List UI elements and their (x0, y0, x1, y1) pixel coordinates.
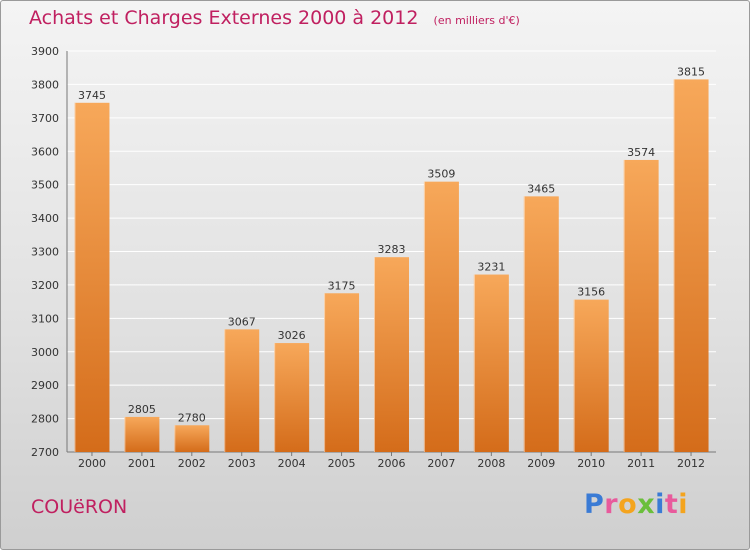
y-tick-label: 3000 (31, 346, 59, 359)
bar-highlight (374, 257, 375, 452)
logo-letter: o (618, 489, 638, 520)
y-tick-label: 2700 (31, 446, 59, 459)
x-tick-label: 2003 (228, 457, 256, 470)
value-label: 3815 (677, 65, 705, 78)
x-tick-label: 2000 (78, 457, 106, 470)
x-tick-label: 2005 (328, 457, 356, 470)
logo-letter: P (584, 489, 605, 520)
value-label: 2805 (128, 403, 156, 416)
bar-highlight (174, 425, 176, 452)
bar-highlight (324, 293, 326, 452)
value-label: 2780 (178, 411, 206, 424)
commune-name: COUëRON (31, 496, 128, 518)
bar (224, 329, 260, 452)
x-tick-label: 2012 (677, 457, 705, 470)
y-tick-label: 3400 (31, 212, 59, 225)
y-tick-label: 3600 (31, 145, 59, 158)
bar (324, 293, 360, 452)
value-label: 3574 (627, 146, 655, 159)
x-tick-label: 2007 (427, 457, 455, 470)
y-tick-label: 2900 (31, 379, 59, 392)
value-label: 3465 (527, 182, 555, 195)
value-label: 3745 (78, 89, 106, 102)
value-label: 3175 (328, 279, 356, 292)
bars (74, 79, 709, 452)
bar-highlight (124, 416, 126, 452)
x-tick-label: 2006 (378, 457, 406, 470)
value-labels: 3745 2805 2780 3067 3026 3175 3283 3509 3231 3465… (78, 65, 705, 424)
y-tick-label: 3800 (31, 78, 59, 91)
x-tick-label: 2011 (627, 457, 655, 470)
bar-highlight (673, 79, 675, 452)
x-tick-label: 2004 (278, 457, 306, 470)
logo-letter: t (664, 489, 679, 520)
bar (74, 102, 110, 452)
y-tick-label: 3900 (31, 45, 59, 58)
bar-highlight (473, 274, 475, 452)
chart-title: Achats et Charges Externes 2000 à 2012 (… (29, 7, 520, 29)
value-label: 3283 (378, 243, 406, 256)
x-tick-label: 2010 (577, 457, 605, 470)
value-label: 3509 (427, 168, 455, 181)
logo-letter: r (604, 489, 619, 520)
bar-highlight (573, 299, 575, 452)
y-tick-label: 2800 (31, 413, 59, 426)
bar (374, 257, 409, 452)
x-tick-labels: 2000 2001 2002 2003 2004 2005 2006 2007 2008 2009… (78, 457, 705, 470)
logo-letter: i (678, 489, 689, 520)
chart-title-text: Achats et Charges Externes 2000 à 2012 (29, 7, 419, 29)
bar-highlight (623, 159, 625, 452)
chart-unit-note: (en milliers d'€) (433, 14, 520, 27)
y-tick-label: 3100 (31, 312, 59, 325)
logo-letter: x (637, 489, 656, 520)
bar-highlight (74, 102, 76, 452)
bar (623, 159, 659, 452)
value-label: 3156 (577, 286, 605, 299)
bar-highlight (224, 329, 226, 452)
bar-highlight (274, 343, 276, 452)
bar (423, 181, 459, 452)
bar-highlight (523, 196, 525, 452)
bar (673, 79, 709, 452)
x-tick-label: 2001 (128, 457, 156, 470)
bar (473, 274, 509, 452)
proxiti-logo: Proxiti (584, 489, 688, 520)
y-tick-label: 3500 (31, 179, 59, 192)
bar (174, 425, 210, 452)
bar (573, 299, 609, 452)
value-label: 3067 (228, 315, 256, 328)
value-label: 3026 (278, 329, 306, 342)
bar (124, 416, 160, 452)
y-tick-label: 3200 (31, 279, 59, 292)
x-tick-label: 2008 (477, 457, 505, 470)
bar-highlight (423, 181, 425, 452)
bar (523, 196, 559, 452)
x-tick-label: 2009 (527, 457, 555, 470)
y-tick-label: 3300 (31, 246, 59, 259)
y-tick-labels: 2700 2800 2900 3000 3100 3200 3300 3400 3500 3600… (31, 45, 59, 459)
logo-letter: i (655, 489, 665, 520)
value-label: 3231 (477, 261, 505, 274)
bar (274, 343, 310, 452)
x-tick-label: 2002 (178, 457, 206, 470)
y-tick-label: 3700 (31, 112, 59, 125)
